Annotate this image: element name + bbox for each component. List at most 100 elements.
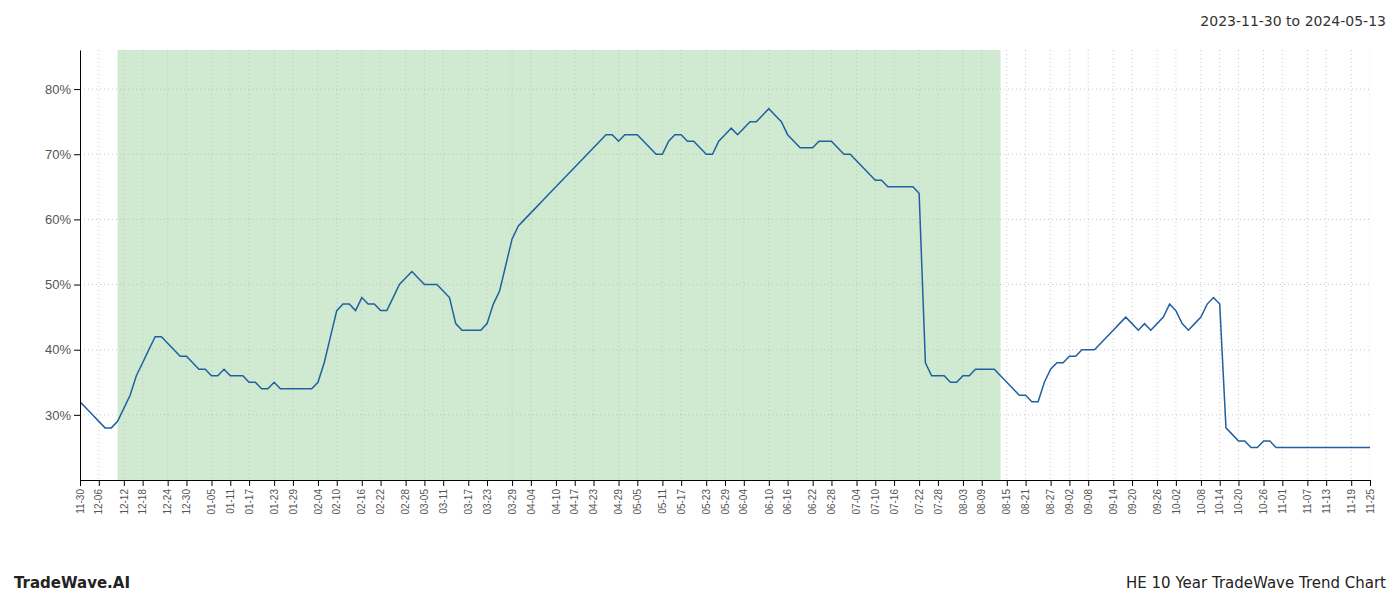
footer-left: TradeWave.AI [14, 574, 130, 592]
x-tick-mark [468, 480, 469, 486]
grid-line-x [443, 50, 444, 480]
grid-line-x [787, 50, 788, 480]
x-tick: 12-30 [181, 480, 192, 515]
grid-line-x [80, 50, 81, 480]
x-tick-label: 11-07 [1302, 489, 1313, 514]
x-tick-label: 06-22 [807, 489, 818, 515]
x-tick-mark [1157, 480, 1158, 486]
x-tick: 09-26 [1152, 480, 1163, 515]
x-tick-mark [938, 480, 939, 486]
x-tick: 06-22 [807, 480, 818, 515]
data-layer [80, 50, 1370, 480]
grid-line-x [875, 50, 876, 480]
x-tick-label: 08-21 [1020, 489, 1031, 515]
grid-line-x [1307, 50, 1308, 480]
x-tick-label: 03-29 [507, 489, 518, 515]
x-tick-mark [963, 480, 964, 486]
grid-line-x [424, 50, 425, 480]
grid-line-x [405, 50, 406, 480]
x-tick-label: 01-29 [288, 489, 299, 515]
y-tick: 70% [45, 147, 80, 162]
x-tick-label: 07-22 [914, 489, 925, 515]
x-tick-label: 10-14 [1214, 489, 1225, 515]
grid-line-x [274, 50, 275, 480]
x-tick: 10-08 [1196, 480, 1207, 515]
x-tick-label: 10-02 [1171, 489, 1182, 515]
grid-line-x [831, 50, 832, 480]
x-tick-mark [857, 480, 858, 486]
grid-line-x [1263, 50, 1264, 480]
grid-line-x [512, 50, 513, 480]
x-tick-mark [619, 480, 620, 486]
x-tick-mark [1051, 480, 1052, 486]
x-tick-label: 06-16 [782, 489, 793, 515]
x-tick: 05-29 [720, 480, 731, 515]
x-tick: 11-30 [75, 480, 86, 514]
grid-line-x [530, 50, 531, 480]
y-tick: 50% [45, 277, 80, 292]
x-tick: 12-06 [93, 480, 104, 515]
y-tick: 80% [45, 82, 80, 97]
x-tick-label: 02-22 [375, 489, 386, 515]
y-tick-mark [74, 415, 80, 416]
grid-line-x [593, 50, 594, 480]
x-tick: 04-17 [569, 480, 580, 515]
x-tick: 07-04 [851, 480, 862, 515]
grid-line-x [937, 50, 938, 480]
x-tick-mark [1370, 480, 1371, 486]
x-tick-label: 07-10 [870, 489, 881, 515]
x-tick-mark [487, 480, 488, 486]
x-tick-label: 12-24 [162, 489, 173, 515]
plot-area: 11-30 12-06 12-12 12-18 12-24 12-30 01-05 01-11… [45, 50, 1376, 515]
x-tick-mark [788, 480, 789, 486]
grid-line-x [1025, 50, 1026, 480]
x-tick-label: 01-05 [206, 489, 217, 515]
x-tick-mark [1264, 480, 1265, 486]
y-tick-label: 80% [45, 82, 71, 97]
grid-line-x [230, 50, 231, 480]
x-tick: 02-10 [331, 480, 342, 515]
x-tick-mark [1201, 480, 1202, 486]
x-tick-label: 05-23 [701, 489, 712, 515]
x-tick-mark [769, 480, 770, 486]
x-tick: 03-29 [507, 480, 518, 515]
x-tick-mark [1282, 480, 1283, 486]
grid-line-x [361, 50, 362, 480]
x-tick-mark [143, 480, 144, 486]
x-tick: 12-18 [137, 480, 148, 515]
x-tick: 11-01 [1277, 480, 1288, 514]
x-tick-label: 05-05 [632, 489, 643, 515]
grid-line-x [662, 50, 663, 480]
y-tick-mark [74, 219, 80, 220]
x-tick-mark [381, 480, 382, 486]
x-tick: 10-26 [1258, 480, 1269, 515]
grid-line-x [812, 50, 813, 480]
x-tick: 01-11 [225, 480, 236, 514]
x-tick: 04-10 [551, 480, 562, 515]
x-tick-mark [919, 480, 920, 486]
x-tick-mark [318, 480, 319, 486]
x-tick-mark [681, 480, 682, 486]
grid-line-x [1132, 50, 1133, 480]
grid-line-x [292, 50, 293, 480]
x-tick: 10-02 [1171, 480, 1182, 515]
grid-line-x [1200, 50, 1201, 480]
grid-line-y [80, 219, 1370, 220]
x-tick-label: 08-27 [1045, 489, 1056, 515]
x-tick-label: 12-06 [93, 489, 104, 515]
x-tick-label: 02-10 [331, 489, 342, 515]
grid-line-x [142, 50, 143, 480]
x-tick-label: 12-12 [119, 489, 130, 515]
grid-line-x [487, 50, 488, 480]
grid-line-x [211, 50, 212, 480]
grid-line-x [468, 50, 469, 480]
x-tick: 09-14 [1108, 480, 1119, 515]
y-tick-label: 50% [45, 277, 71, 292]
grid-line-x [1370, 50, 1371, 480]
grid-line-x [167, 50, 168, 480]
x-tick: 01-29 [288, 480, 299, 515]
y-axis: 30%40%50%60%70%80% [45, 51, 81, 481]
x-tick-mark [725, 480, 726, 486]
x-tick-mark [124, 480, 125, 486]
x-tick-label: 11-30 [75, 489, 86, 514]
